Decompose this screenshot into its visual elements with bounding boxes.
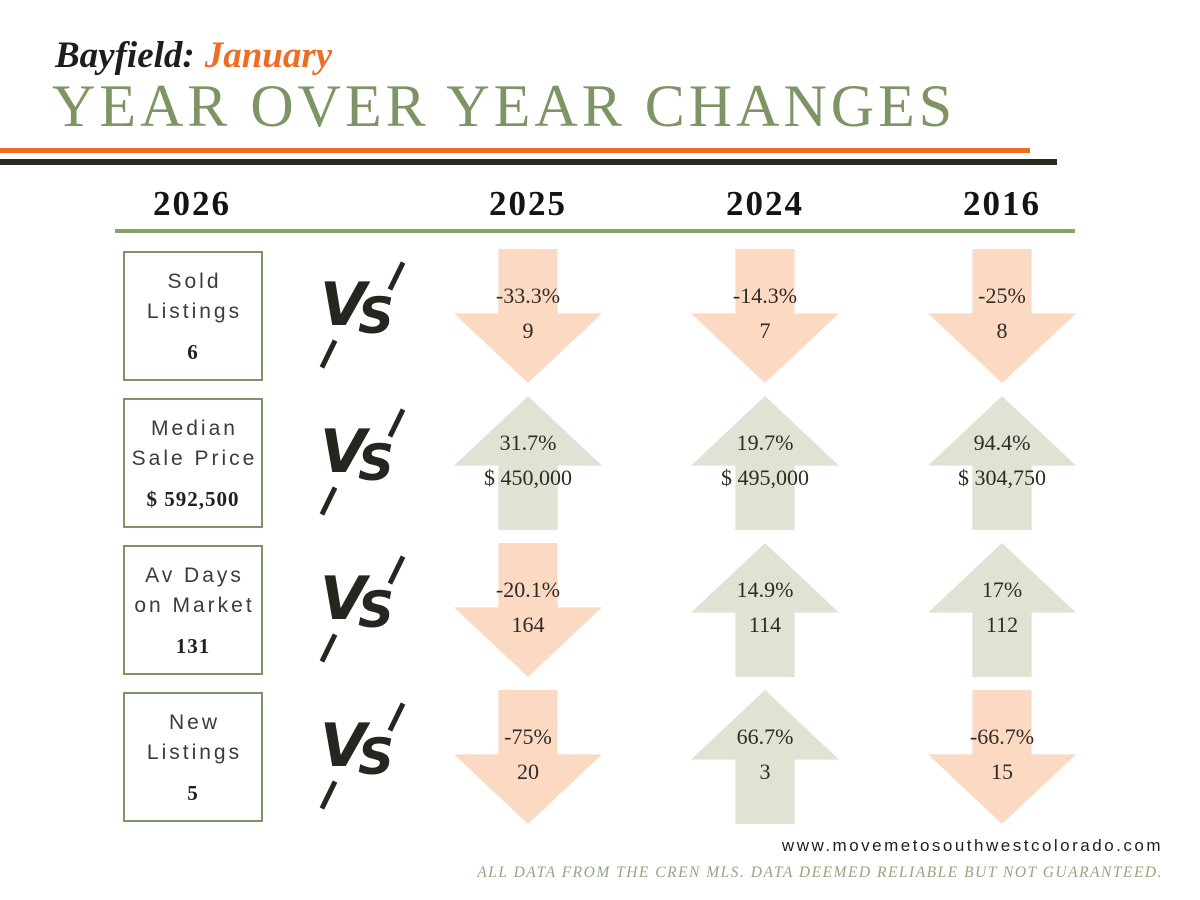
pct-change: -33.3% bbox=[495, 283, 561, 309]
vs-letter-s: S bbox=[358, 728, 395, 786]
pct-change: 31.7% bbox=[499, 430, 557, 456]
year-value: $ 304,750 bbox=[958, 465, 1046, 491]
change-arrow-icon: 14.9% 114 bbox=[691, 543, 839, 677]
pct-change: -14.3% bbox=[732, 283, 798, 309]
year-header-row: 2026 2025 2024 2016 bbox=[115, 184, 1075, 228]
vs-icon: V S bbox=[319, 408, 412, 516]
change-arrow-icon: -14.3% 7 bbox=[691, 249, 839, 383]
dark-divider bbox=[0, 159, 1057, 165]
metric-label: New Listings bbox=[146, 710, 243, 764]
year-value: 3 bbox=[759, 759, 771, 785]
metric-label-box: Sold Listings 6 bbox=[123, 251, 263, 381]
pct-change: 94.4% bbox=[973, 430, 1031, 456]
vs-icon: V S bbox=[319, 702, 412, 810]
change-arrow-icon: -75% 20 bbox=[454, 690, 602, 824]
year-value: $ 495,000 bbox=[721, 465, 809, 491]
vs-icon: V S bbox=[319, 555, 412, 663]
arrow-text: -66.7% 15 bbox=[908, 724, 1096, 785]
metric-row-median-sale-price: Median Sale Price $ 592,500 V S 31.7% $ … bbox=[115, 394, 1076, 534]
vs-letter-s: S bbox=[358, 287, 395, 345]
change-arrow-icon: -66.7% 15 bbox=[928, 690, 1076, 824]
year-value: 114 bbox=[748, 612, 782, 638]
subtitle: Bayfield: January bbox=[55, 34, 332, 77]
metric-label-box: Median Sale Price $ 592,500 bbox=[123, 398, 263, 528]
vs-slash-bottom bbox=[319, 780, 338, 810]
pct-change: 19.7% bbox=[736, 430, 794, 456]
pct-change: 66.7% bbox=[736, 724, 794, 750]
arrow-text: -33.3% 9 bbox=[434, 283, 622, 344]
vs-letter-v: V bbox=[320, 270, 367, 340]
arrow-text: -20.1% 164 bbox=[434, 577, 622, 638]
arrow-text: 14.9% 114 bbox=[671, 577, 859, 638]
arrow-text: 17% 112 bbox=[908, 577, 1096, 638]
metric-current-value: 6 bbox=[187, 340, 199, 365]
vs-icon: V S bbox=[319, 261, 412, 369]
metric-current-value: 5 bbox=[187, 781, 199, 806]
pct-change: -75% bbox=[504, 724, 552, 750]
year-value: 164 bbox=[511, 612, 545, 638]
arrow-text: -14.3% 7 bbox=[671, 283, 859, 344]
vs-slash-top bbox=[387, 261, 406, 291]
year-column-2024: 2024 bbox=[726, 184, 804, 223]
arrow-text: 19.7% $ 495,000 bbox=[671, 430, 859, 491]
arrow-text: 66.7% 3 bbox=[671, 724, 859, 785]
metric-label-box: New Listings 5 bbox=[123, 692, 263, 822]
change-arrow-icon: 17% 112 bbox=[928, 543, 1076, 677]
change-arrow-icon: 66.7% 3 bbox=[691, 690, 839, 824]
month-label: January bbox=[204, 35, 333, 76]
vs-letter-s: S bbox=[358, 581, 395, 639]
vs-letter-s: S bbox=[358, 434, 395, 492]
orange-divider bbox=[0, 148, 1030, 153]
change-arrow-icon: 94.4% $ 304,750 bbox=[928, 396, 1076, 530]
pct-change: -66.7% bbox=[969, 724, 1035, 750]
year-value: 7 bbox=[759, 318, 771, 344]
arrow-text: 94.4% $ 304,750 bbox=[908, 430, 1096, 491]
year-value: 112 bbox=[985, 612, 1019, 638]
pct-change: 17% bbox=[981, 577, 1023, 603]
metric-label: Sold Listings bbox=[146, 269, 243, 323]
vs-slash-top bbox=[387, 408, 406, 438]
vs-slash-bottom bbox=[319, 339, 338, 369]
pct-change: 14.9% bbox=[736, 577, 794, 603]
year-column-2026: 2026 bbox=[153, 184, 231, 223]
website-url: www.movemetosouthwestcolorado.com bbox=[781, 836, 1163, 855]
change-arrow-icon: -33.3% 9 bbox=[454, 249, 602, 383]
change-arrow-icon: 19.7% $ 495,000 bbox=[691, 396, 839, 530]
year-column-2016: 2016 bbox=[963, 184, 1041, 223]
vs-slash-bottom bbox=[319, 486, 338, 516]
data-disclaimer: ALL DATA FROM THE CREN MLS. DATA DEEMED … bbox=[477, 864, 1163, 881]
pct-change: -25% bbox=[978, 283, 1026, 309]
arrow-text: -25% 8 bbox=[908, 283, 1096, 344]
change-arrow-icon: 31.7% $ 450,000 bbox=[454, 396, 602, 530]
arrow-text: 31.7% $ 450,000 bbox=[434, 430, 622, 491]
change-arrow-icon: -25% 8 bbox=[928, 249, 1076, 383]
vs-letter-v: V bbox=[320, 417, 367, 487]
metric-row-av-days-on-market: Av Days on Market 131 V S -20.1% 164 14.… bbox=[115, 541, 1076, 681]
metric-label: Av Days on Market bbox=[134, 563, 255, 617]
vs-slash-top bbox=[387, 555, 406, 585]
page-title: YEAR OVER YEAR CHANGES bbox=[52, 73, 957, 139]
metric-label-box: Av Days on Market 131 bbox=[123, 545, 263, 675]
vs-letter-v: V bbox=[320, 564, 367, 634]
year-value: $ 450,000 bbox=[484, 465, 572, 491]
year-column-2025: 2025 bbox=[489, 184, 567, 223]
vs-letter-v: V bbox=[320, 711, 367, 781]
pct-change: -20.1% bbox=[495, 577, 561, 603]
arrow-text: -75% 20 bbox=[434, 724, 622, 785]
vs-slash-bottom bbox=[319, 633, 338, 663]
year-value: 9 bbox=[522, 318, 534, 344]
year-value: 15 bbox=[991, 759, 1013, 785]
metric-row-new-listings: New Listings 5 V S -75% 20 66.7% bbox=[115, 688, 1076, 828]
year-value: 20 bbox=[517, 759, 539, 785]
change-arrow-icon: -20.1% 164 bbox=[454, 543, 602, 677]
metric-label: Median Sale Price bbox=[131, 416, 258, 470]
vs-slash-top bbox=[387, 702, 406, 732]
green-divider bbox=[115, 229, 1075, 233]
metric-row-sold-listings: Sold Listings 6 V S -33.3% 9 -14.3% bbox=[115, 247, 1076, 387]
metric-current-value: 131 bbox=[175, 634, 211, 659]
year-value: 8 bbox=[996, 318, 1008, 344]
location-label: Bayfield: bbox=[55, 35, 195, 76]
metric-current-value: $ 592,500 bbox=[146, 487, 240, 512]
